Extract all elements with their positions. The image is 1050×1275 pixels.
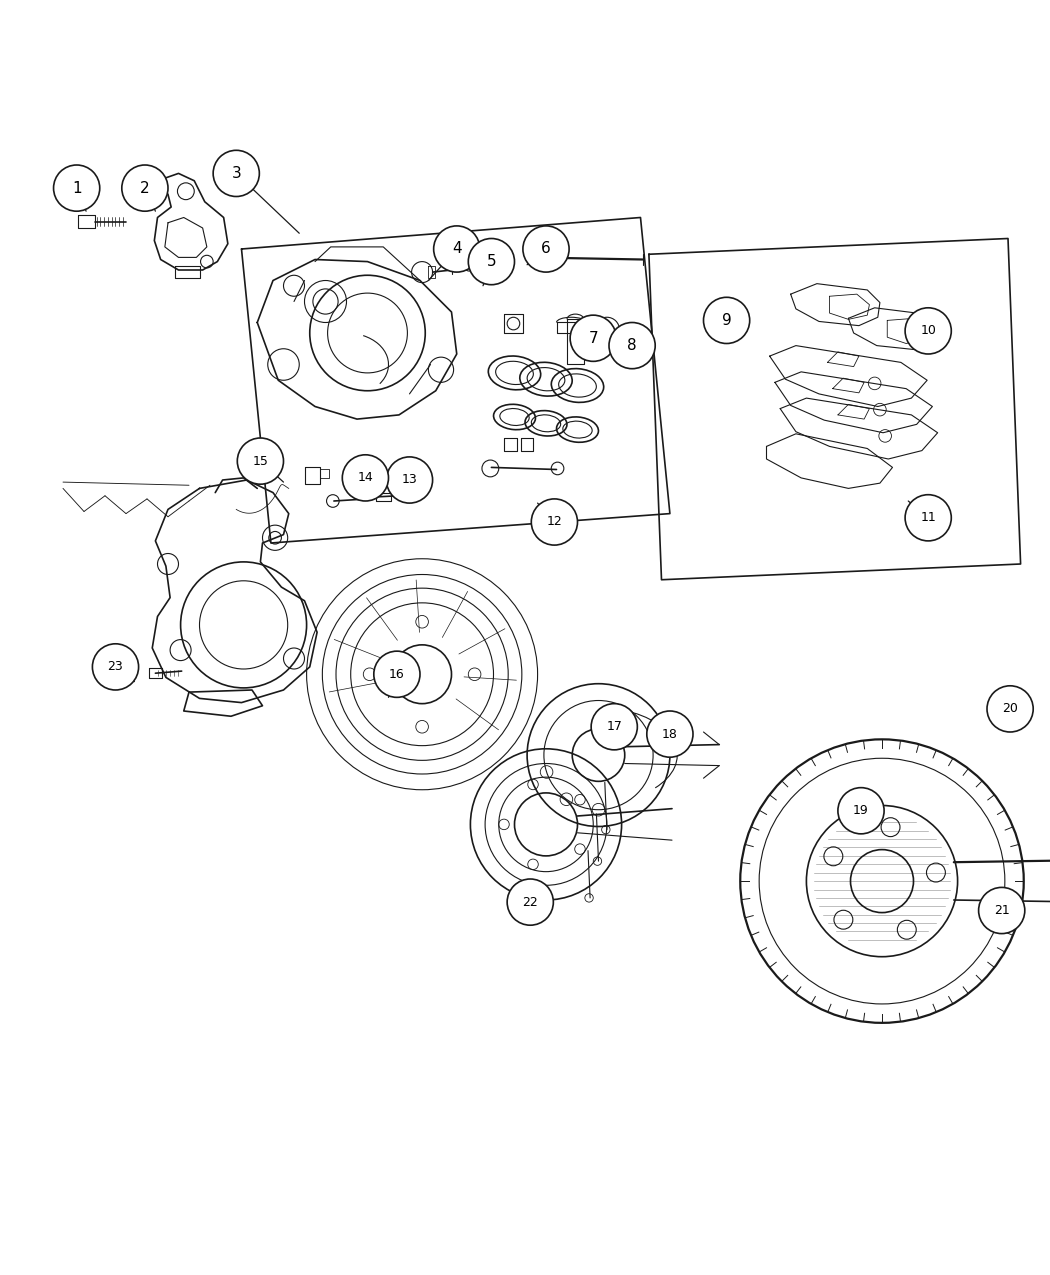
Text: 3: 3	[231, 166, 242, 181]
Circle shape	[647, 711, 693, 757]
Text: 13: 13	[401, 473, 418, 487]
Text: 22: 22	[523, 895, 538, 909]
Text: 20: 20	[1002, 703, 1018, 715]
Text: 6: 6	[541, 241, 551, 256]
Text: 18: 18	[662, 728, 678, 741]
Circle shape	[434, 226, 480, 272]
Text: 1: 1	[71, 181, 82, 195]
Text: 2: 2	[140, 181, 150, 195]
Circle shape	[838, 788, 884, 834]
Text: 7: 7	[588, 330, 598, 346]
Circle shape	[507, 878, 553, 926]
Circle shape	[609, 323, 655, 368]
Text: 23: 23	[107, 660, 124, 673]
Text: 17: 17	[606, 720, 623, 733]
Circle shape	[570, 315, 616, 361]
Text: 9: 9	[721, 312, 732, 328]
Text: 15: 15	[252, 455, 269, 468]
Circle shape	[342, 455, 388, 501]
Text: 19: 19	[853, 805, 869, 817]
Text: 12: 12	[546, 515, 563, 529]
Circle shape	[979, 887, 1025, 933]
Circle shape	[468, 238, 514, 284]
Circle shape	[213, 150, 259, 196]
Text: 4: 4	[452, 241, 462, 256]
Circle shape	[237, 439, 284, 484]
Circle shape	[591, 704, 637, 750]
Circle shape	[523, 226, 569, 272]
Text: 14: 14	[357, 472, 374, 484]
Circle shape	[122, 164, 168, 212]
Circle shape	[987, 686, 1033, 732]
Circle shape	[374, 652, 420, 697]
Text: 11: 11	[920, 511, 937, 524]
Circle shape	[54, 164, 100, 212]
Circle shape	[704, 297, 750, 343]
Text: 21: 21	[993, 904, 1009, 917]
Text: 16: 16	[388, 668, 404, 681]
Circle shape	[905, 307, 951, 354]
Circle shape	[386, 456, 433, 504]
Circle shape	[531, 499, 578, 546]
Text: 5: 5	[486, 254, 497, 269]
Text: 10: 10	[920, 324, 937, 338]
Circle shape	[905, 495, 951, 541]
Circle shape	[92, 644, 139, 690]
Text: 8: 8	[627, 338, 637, 353]
